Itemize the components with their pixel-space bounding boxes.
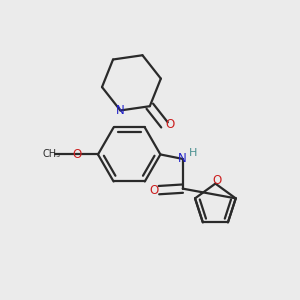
Text: O: O <box>150 184 159 196</box>
Text: N: N <box>116 104 125 117</box>
Text: CH₃: CH₃ <box>43 149 61 160</box>
Text: H: H <box>189 148 197 158</box>
Text: N: N <box>178 152 187 165</box>
Text: O: O <box>73 148 82 161</box>
Text: O: O <box>212 173 221 187</box>
Text: O: O <box>165 118 175 131</box>
